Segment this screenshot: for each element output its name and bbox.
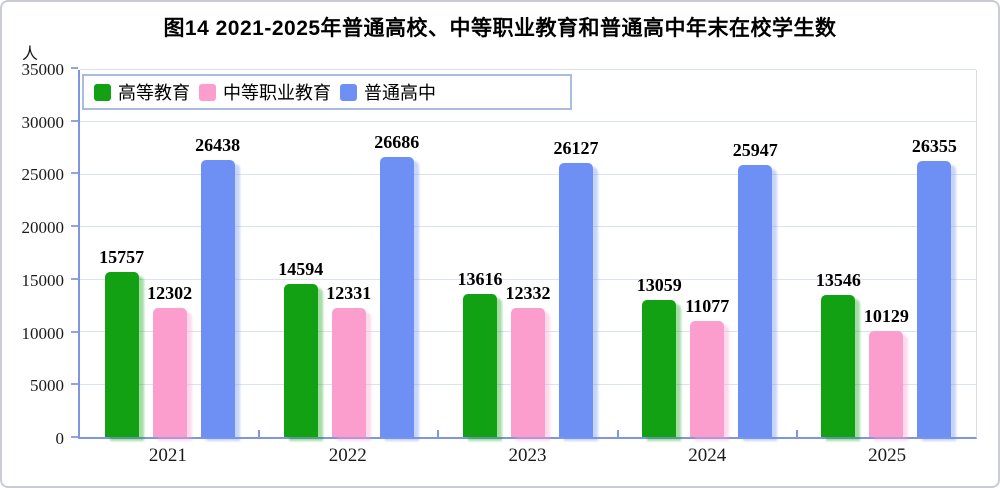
y-axis-tick-mark — [71, 436, 78, 438]
x-axis-tick-mark — [616, 430, 619, 437]
legend-item-普通高中[interactable]: 普通高中 — [340, 79, 436, 105]
bar-value-label: 14594 — [278, 258, 324, 279]
bar-value-label: 26127 — [553, 138, 599, 159]
bar-高等教育-2025[interactable]: 13546 — [816, 270, 861, 437]
legend-swatch-icon — [199, 83, 216, 101]
bar-普通高中-2024[interactable]: 25947 — [733, 140, 778, 437]
bar-普通高中-2023[interactable]: 26127 — [554, 138, 599, 437]
x-axis-label-2023: 2023 — [508, 445, 547, 466]
bar-groups: 15757 12302 26438 14594 12331 26686 13616 12332… — [80, 70, 976, 437]
bar-value-label: 13546 — [815, 269, 861, 290]
x-axis-label-2021: 2021 — [148, 445, 187, 466]
bar-中等职业教育-2021[interactable]: 12302 — [147, 283, 192, 437]
bar-group-2021: 15757 12302 26438 — [80, 70, 259, 437]
bar-group-2024: 13059 11077 25947 — [618, 70, 797, 437]
y-axis-unit-label: 人 — [22, 46, 39, 63]
bar-value-label: 26686 — [374, 132, 420, 153]
y-axis-tick-mark — [71, 330, 78, 333]
bar-普通高中-2021[interactable]: 26438 — [195, 135, 240, 437]
bar-高等教育-2021[interactable]: 15757 — [99, 247, 144, 437]
bar-普通高中-2022[interactable]: 26686 — [374, 132, 419, 437]
bar-高等教育-2023[interactable]: 13616 — [458, 269, 503, 437]
bar-中等职业教育-2023[interactable]: 12332 — [506, 283, 551, 437]
gridline — [80, 173, 976, 175]
y-axis-tick-label: 5000 — [30, 376, 64, 396]
bar-高等教育-2022[interactable]: 14594 — [278, 259, 323, 437]
y-axis-tick-label: 15000 — [21, 270, 65, 290]
bar-value-label: 13059 — [636, 275, 682, 296]
y-axis-tick-mark — [71, 67, 78, 69]
legend-swatch-icon — [340, 83, 357, 101]
legend-item-高等教育[interactable]: 高等教育 — [94, 79, 190, 105]
gridline — [80, 69, 976, 70]
bar-value-label: 25947 — [732, 139, 778, 160]
y-axis-tick-label: 25000 — [21, 165, 65, 185]
bar-中等职业教育-2025[interactable]: 10129 — [864, 306, 909, 437]
y-axis-tick-label: 0 — [55, 429, 65, 448]
y-axis-tick-mark — [71, 225, 78, 228]
y-axis-tick-label: 30000 — [21, 112, 65, 132]
y-axis: 0 5000 10000 15000 20000 25000 30000 35000 — [2, 60, 78, 448]
bar-group-2023: 13616 12332 26127 — [438, 70, 617, 437]
gridline — [80, 121, 976, 123]
x-axis-label-2022: 2022 — [328, 445, 367, 466]
legend-label: 普通高中 — [364, 83, 436, 103]
legend-label: 中等职业教育 — [223, 83, 331, 103]
legend-swatch-icon — [94, 83, 111, 101]
chart-title: 图14 2021-2025年普通高校、中等职业教育和普通高中年末在校学生数 — [163, 17, 837, 40]
bar-value-label: 12331 — [326, 282, 372, 303]
y-axis-tick-label: 20000 — [21, 218, 65, 238]
bar-value-label: 26355 — [911, 135, 957, 156]
bar-value-label: 12332 — [505, 282, 551, 303]
bar-group-2022: 14594 12331 26686 — [259, 70, 438, 437]
y-axis-tick-label: 10000 — [21, 323, 65, 343]
x-axis-label-2024: 2024 — [688, 445, 727, 466]
gridline — [80, 278, 976, 280]
y-axis-tick-mark — [71, 383, 78, 386]
bar-中等职业教育-2022[interactable]: 12331 — [326, 283, 371, 437]
y-axis-tick-mark — [71, 277, 78, 280]
legend: 高等教育 中等职业教育 普通高中 — [82, 74, 572, 110]
bar-group-2025: 13546 10129 26355 — [797, 70, 976, 437]
x-axis-tick-mark — [795, 430, 798, 437]
legend-item-中等职业教育[interactable]: 中等职业教育 — [199, 79, 331, 105]
bar-高等教育-2024[interactable]: 13059 — [637, 275, 682, 437]
y-axis-tick-mark — [71, 119, 78, 122]
y-axis-tick-label: 35000 — [21, 60, 65, 79]
x-axis-tick-mark — [258, 430, 261, 437]
x-axis-labels: 2021 2022 2023 2024 2025 — [78, 445, 977, 467]
bar-value-label: 13616 — [457, 269, 503, 290]
y-axis-tick-mark — [71, 172, 78, 175]
bar-value-label: 11077 — [685, 295, 730, 316]
bar-普通高中-2025[interactable]: 26355 — [912, 136, 957, 437]
plot-area: 15757 12302 26438 14594 12331 26686 13616 12332… — [78, 69, 977, 439]
x-axis-label-2025: 2025 — [868, 445, 907, 466]
bar-value-label: 26438 — [195, 134, 241, 155]
bar-中等职业教育-2024[interactable]: 11077 — [685, 296, 729, 437]
bar-value-label: 12302 — [147, 283, 193, 304]
bar-value-label: 15757 — [99, 246, 145, 267]
bar-value-label: 10129 — [863, 305, 909, 326]
x-axis-tick-mark — [437, 430, 440, 437]
gridline — [80, 226, 976, 228]
legend-label: 高等教育 — [118, 83, 190, 103]
